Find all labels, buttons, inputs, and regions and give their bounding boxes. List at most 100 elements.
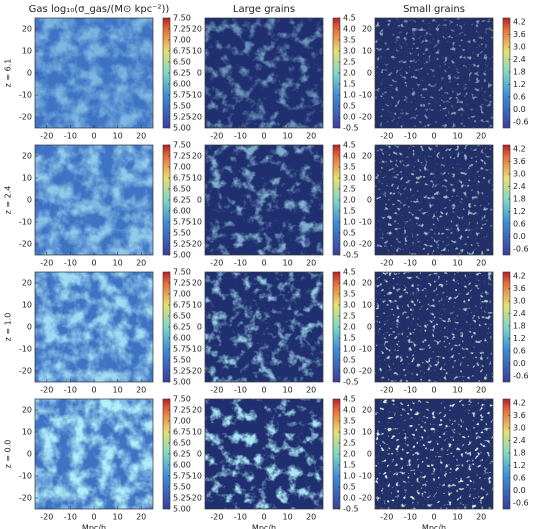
colorbar-tick-label: 1.8 (513, 321, 526, 330)
colorbar-tick-label: 6.00 (173, 207, 191, 216)
colorbar-tick-label: 0.0 (343, 494, 356, 503)
colorbar-tick-label: 5.50 (173, 229, 191, 238)
colorbar-tick-label: 2.0 (343, 196, 356, 205)
colorbar-tick-label: 0.6 (513, 473, 526, 482)
y-tick-label: 0 (197, 323, 202, 332)
y-tick-label: -20 (189, 240, 202, 249)
colorbar-tick-label: 2.5 (343, 312, 356, 321)
y-tick-label: -10 (359, 472, 372, 481)
colorbar-tick-label: 3.0 (513, 170, 526, 179)
y-tick-label: -10 (189, 472, 202, 481)
x-tick-label: 10 (283, 513, 293, 522)
y-tick-label: 10 (362, 301, 372, 310)
colorbar-tick-label: 6.00 (173, 461, 191, 470)
x-tick-label: 10 (453, 513, 463, 522)
colorbar-tick-label: 4.2 (513, 272, 526, 281)
y-tick-label: 20 (192, 406, 202, 415)
x-tick-label: -10 (64, 513, 77, 522)
colorbar-tick-label: 7.00 (173, 36, 191, 45)
colorbar-tick-label: 1.8 (513, 194, 526, 203)
colorbar-tick-label: 2.0 (343, 450, 356, 459)
x-tick-label: -20 (380, 259, 393, 268)
y-tick-label: 0 (367, 450, 372, 459)
y-tick-label: -10 (19, 345, 32, 354)
colorbar-tick-label: 7.25 (173, 406, 191, 415)
colorbar-tick-label: 6.50 (173, 312, 191, 321)
colorbar-tick-label: 4.5 (343, 268, 356, 277)
y-tick-label: -10 (359, 218, 372, 227)
colorbar-tick-label: 6.50 (173, 185, 191, 194)
colorbar-tick-label: 4.2 (513, 399, 526, 408)
x-tick-label: 20 (476, 259, 486, 268)
y-tick-label: -20 (19, 494, 32, 503)
colorbar-tick-label: 2.4 (513, 182, 526, 191)
colorbar-tick-label: 4.0 (343, 25, 356, 34)
x-tick-label: -10 (234, 259, 247, 268)
colorbar-tick-label: 6.75 (173, 301, 191, 310)
colorbar-tick-label: 3.5 (343, 163, 356, 172)
colorbar-tick-label: 0.5 (343, 356, 356, 365)
y-tick-label: 10 (192, 428, 202, 437)
colorbar-tick-label: 1.0 (343, 345, 356, 354)
x-tick-label: 0 (261, 513, 266, 522)
colorbar-tick-label: 3.0 (343, 428, 356, 437)
x-axis-label: Mpc/h (252, 524, 276, 529)
x-tick-label: -20 (210, 386, 223, 395)
colorbar-tick-label: 5.50 (173, 356, 191, 365)
colorbar-tick-label: 1.0 (343, 218, 356, 227)
colorbar-tick-label: 6.25 (173, 69, 191, 78)
row-label: z = 6.1 (4, 59, 13, 88)
colorbar-tick-label: 0.0 (343, 367, 356, 376)
colorbar-tick-label: 4.0 (343, 279, 356, 288)
x-tick-label: 10 (283, 386, 293, 395)
colorbar-tick-label: 5.75 (173, 472, 191, 481)
colorbar-tick-label: 0.0 (343, 240, 356, 249)
colorbar-tick-label: 0.5 (343, 102, 356, 111)
colorbar-tick-label: 2.4 (513, 55, 526, 64)
colorbar-tick-label: 5.00 (173, 505, 191, 514)
colorbar-tick-label: 3.0 (513, 43, 526, 52)
colorbar-tick-label: 5.75 (173, 218, 191, 227)
colorbar-tick-label: 5.50 (173, 483, 191, 492)
x-tick-label: 20 (136, 513, 146, 522)
column-title: Gas log₁₀(σ_gas/(M⊙ kpc⁻²)) (29, 4, 170, 15)
x-tick-label: 0 (261, 132, 266, 141)
x-tick-label: -10 (404, 259, 417, 268)
x-tick-label: -20 (40, 513, 53, 522)
y-tick-label: -20 (359, 367, 372, 376)
y-tick-label: -20 (189, 494, 202, 503)
x-tick-label: 0 (261, 386, 266, 395)
colorbar-tick-label: 4.0 (343, 152, 356, 161)
colorbar-tick-label: 3.5 (343, 417, 356, 426)
colorbar-tick-label: 4.5 (343, 14, 356, 23)
x-tick-label: 0 (91, 259, 96, 268)
x-tick-label: 20 (136, 132, 146, 141)
colorbar-tick-label: 1.2 (513, 207, 526, 216)
map-texture (35, 18, 153, 128)
colorbar-tick-label: 5.75 (173, 345, 191, 354)
x-tick-label: 10 (453, 132, 463, 141)
colorbar-tick-label: 6.75 (173, 47, 191, 56)
y-tick-label: -20 (189, 367, 202, 376)
colorbar-tick-label: 5.25 (173, 367, 191, 376)
colorbar-tick-label: 1.0 (343, 91, 356, 100)
colorbar-tick-label: 7.25 (173, 152, 191, 161)
colorbar-tick-label: 5.25 (173, 113, 191, 122)
colorbar-tick-label: 5.75 (173, 91, 191, 100)
colorbar-tick-label: -0.5 (343, 378, 359, 387)
colorbar-tick-label: 5.00 (173, 124, 191, 133)
y-tick-label: 0 (27, 323, 32, 332)
colorbar-tick-label: 0.6 (513, 346, 526, 355)
colorbar-tick-label: 3.0 (343, 47, 356, 56)
colorbar-tick-label: 0.0 (513, 359, 526, 368)
colorbar-tick-label: 3.0 (343, 301, 356, 310)
map-texture (35, 272, 153, 382)
y-tick-label: 10 (192, 301, 202, 310)
colorbar-tick-label: 2.4 (513, 436, 526, 445)
colorbar-tick-label: 7.50 (173, 395, 191, 404)
column-title: Large grains (233, 4, 295, 15)
x-tick-label: -20 (210, 259, 223, 268)
colorbar-tick-label: 1.0 (343, 472, 356, 481)
map-texture (35, 145, 153, 255)
colorbar-tick-label: 0.0 (513, 486, 526, 495)
